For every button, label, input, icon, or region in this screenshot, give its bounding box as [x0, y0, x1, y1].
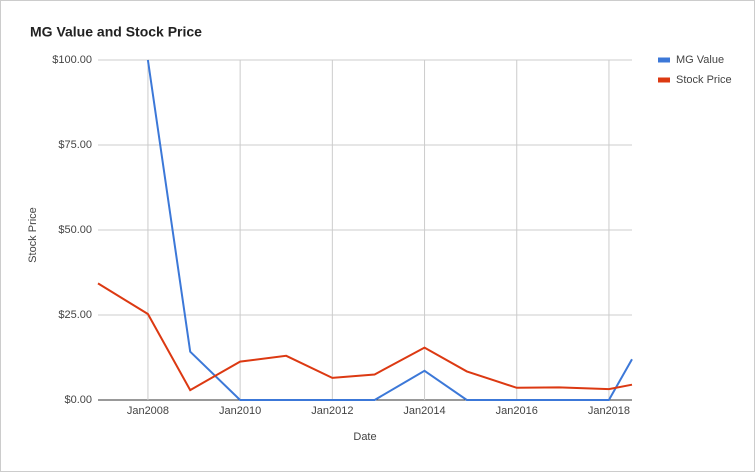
- y-tick-label: $25.00: [58, 309, 92, 321]
- legend-swatch: [658, 57, 670, 63]
- y-tick-label: $0.00: [64, 394, 92, 406]
- y-tick-label: $50.00: [58, 224, 92, 236]
- x-tick-label: Jan2016: [496, 405, 538, 417]
- legend-swatch: [658, 77, 670, 83]
- x-tick-label: Jan2012: [311, 405, 353, 417]
- x-tick-label: Jan2018: [588, 405, 630, 417]
- chart-title: MG Value and Stock Price: [30, 24, 202, 40]
- x-tick-label: Jan2010: [219, 405, 261, 417]
- y-tick-label: $100.00: [52, 54, 92, 66]
- series-line: [146, 59, 633, 401]
- y-tick-label: $75.00: [58, 139, 92, 151]
- series-line: [97, 282, 633, 392]
- x-axis-title: Date: [353, 431, 376, 443]
- legend-label: Stock Price: [676, 74, 732, 86]
- legend-label: MG Value: [676, 54, 724, 66]
- x-tick-label: Jan2008: [127, 405, 169, 417]
- y-axis-title: Stock Price: [27, 207, 39, 263]
- x-tick-label: Jan2014: [403, 405, 445, 417]
